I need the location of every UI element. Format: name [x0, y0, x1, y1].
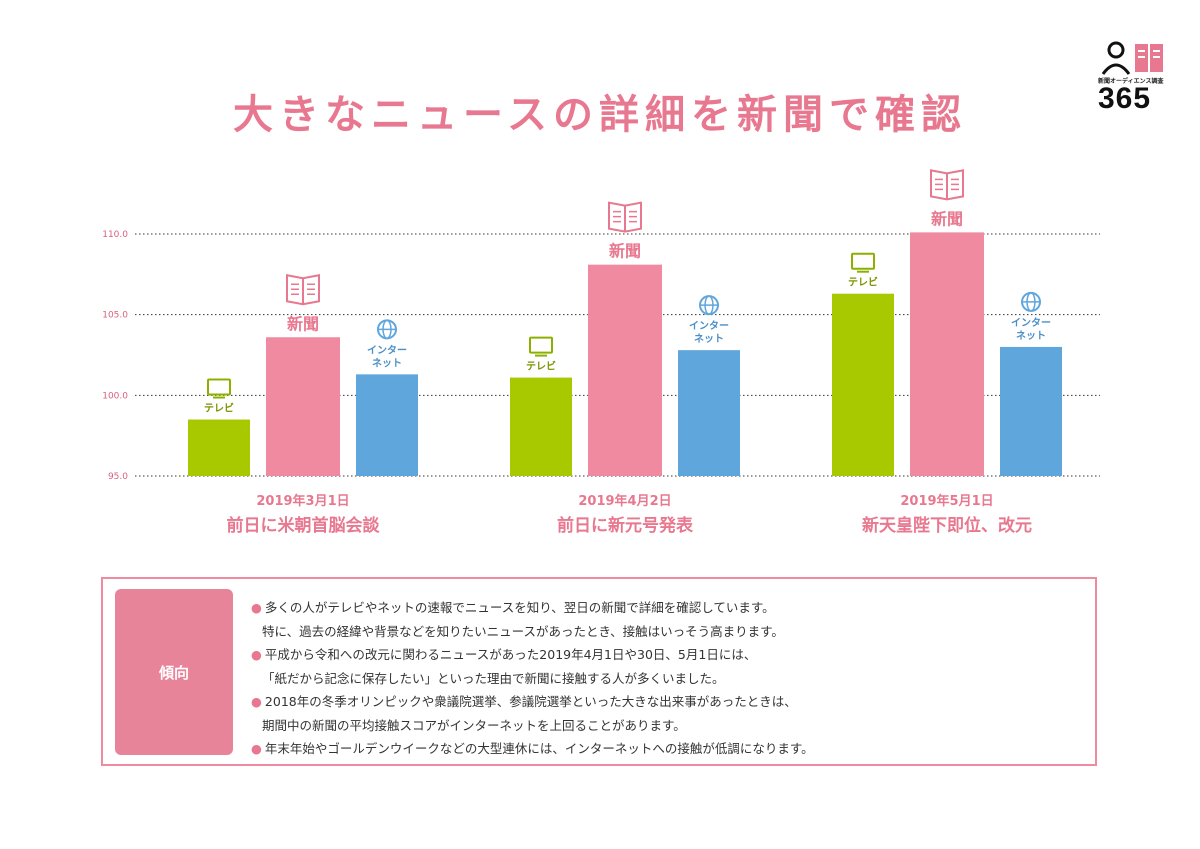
bar-新聞-0 — [266, 337, 340, 476]
trend-text: 「紙だから記念に保存したい」といった理由で新聞に接触する人が多くいました。 — [262, 670, 725, 686]
y-tick-label: 110.0 — [102, 230, 128, 240]
bar-テレビ-2 — [832, 293, 894, 476]
bullet-icon: ● — [251, 647, 262, 662]
trend-item-line: 「紙だから記念に保存したい」といった理由で新聞に接触する人が多くいました。 — [251, 667, 1085, 691]
bar-label: ネット — [372, 357, 402, 369]
tv-icon — [851, 252, 875, 270]
bar-新聞-2 — [910, 232, 984, 476]
y-tick-label: 100.0 — [102, 391, 128, 401]
category-date: 2019年4月2日 — [578, 493, 671, 509]
bar-label: ネット — [694, 333, 724, 345]
y-tick-label: 95.0 — [108, 472, 128, 482]
bullet-icon: ● — [251, 741, 262, 756]
trend-text: 2018年の冬季オリンピックや衆議院選挙、参議院選挙といった大きな出来事があった… — [264, 694, 797, 709]
category-event: 新天皇陛下即位、改元 — [862, 515, 1032, 536]
trend-item-line: ● 多くの人がテレビやネットの速報でニュースを知り、翌日の新聞で詳細を確認していま… — [251, 596, 1085, 620]
trend-box: 傾向 ● 多くの人がテレビやネットの速報でニュースを知り、翌日の新聞で詳細を確認し… — [101, 577, 1097, 766]
bar-label: 新聞 — [609, 242, 641, 261]
trend-item-line: 期間中の新聞の平均接触スコアがインターネットを上回ることがあります。 — [251, 714, 1085, 738]
trend-text: 平成から令和への改元に関わるニュースがあった2019年4月1日や30日、5月1日… — [264, 647, 757, 662]
category-date: 2019年5月1日 — [900, 493, 993, 509]
bar-label: ネット — [1016, 330, 1046, 342]
newspaper-icon — [286, 274, 320, 306]
trend-text: 多くの人がテレビやネットの速報でニュースを知り、翌日の新聞で詳細を確認しています… — [264, 600, 775, 615]
trend-item: ● 多くの人がテレビやネットの速報でニュースを知り、翌日の新聞で詳細を確認していま… — [251, 596, 1085, 643]
bar-インターネット-0 — [356, 374, 418, 476]
bar-テレビ-1 — [510, 377, 572, 476]
trend-list: ● 多くの人がテレビやネットの速報でニュースを知り、翌日の新聞で詳細を確認していま… — [251, 596, 1085, 761]
y-tick-label: 105.0 — [102, 311, 128, 321]
newspaper-icon — [930, 169, 964, 201]
category-event: 前日に新元号発表 — [557, 515, 694, 536]
bullet-icon: ● — [251, 600, 262, 615]
bar-label: 新聞 — [287, 314, 319, 333]
bar-label: テレビ — [526, 360, 556, 373]
category-date: 2019年3月1日 — [256, 493, 349, 509]
trend-item-line: ● 年末年始やゴールデンウイークなどの大型連休には、インターネットへの接触が低調に… — [251, 737, 1085, 761]
trend-item: ● 2018年の冬季オリンピックや衆議院選挙、参議院選挙といった大きな出来事があっ… — [251, 690, 1085, 737]
tv-icon — [529, 336, 553, 354]
newspaper-icon — [608, 201, 642, 233]
tv-icon — [207, 378, 231, 396]
category-event: 前日に米朝首脳会談 — [227, 515, 381, 536]
bar-label: インター — [1011, 317, 1051, 329]
bar-label: 新聞 — [931, 209, 963, 228]
trend-item-line: ● 平成から令和への改元に関わるニュースがあった2019年4月1日や30日、5月1… — [251, 643, 1085, 667]
trend-item: ● 年末年始やゴールデンウイークなどの大型連休には、インターネットへの接触が低調に… — [251, 737, 1085, 761]
logo-number: 365 — [1098, 82, 1152, 115]
trend-text: 年末年始やゴールデンウイークなどの大型連休には、インターネットへの接触が低調にな… — [264, 741, 814, 756]
trend-text: 特に、過去の経緯や背景などを知りたいニュースがあったとき、接触はいっそう高まりま… — [262, 623, 784, 639]
bar-テレビ-0 — [188, 419, 250, 476]
bar-新聞-1 — [588, 264, 662, 476]
bullet-icon: ● — [251, 694, 262, 709]
trend-text: 期間中の新聞の平均接触スコアがインターネットを上回ることがあります。 — [262, 717, 686, 733]
trend-label: 傾向 — [115, 589, 233, 755]
bar-インターネット-2 — [1000, 346, 1062, 476]
bar-label: テレビ — [848, 276, 878, 289]
bar-chart: 95.0100.0105.0110.0テレビテレビテレビ新聞新聞新聞インターネッ… — [102, 169, 1100, 536]
bar-label: インター — [689, 320, 729, 332]
trend-item-line: ● 2018年の冬季オリンピックや衆議院選挙、参議院選挙といった大きな出来事があっ… — [251, 690, 1085, 714]
bar-インターネット-1 — [678, 350, 740, 476]
bar-label: テレビ — [204, 402, 234, 415]
bar-label: インター — [367, 344, 407, 356]
logo-icon — [1101, 41, 1163, 75]
logo-subtitle: 新聞オーディエンス調査 — [1098, 78, 1164, 85]
trend-item-line: 特に、過去の経緯や背景などを知りたいニュースがあったとき、接触はいっそう高まりま… — [251, 620, 1085, 644]
page-title: 大きなニュースの詳細を新聞で確認 — [233, 92, 967, 138]
trend-item: ● 平成から令和への改元に関わるニュースがあった2019年4月1日や30日、5月1… — [251, 643, 1085, 690]
